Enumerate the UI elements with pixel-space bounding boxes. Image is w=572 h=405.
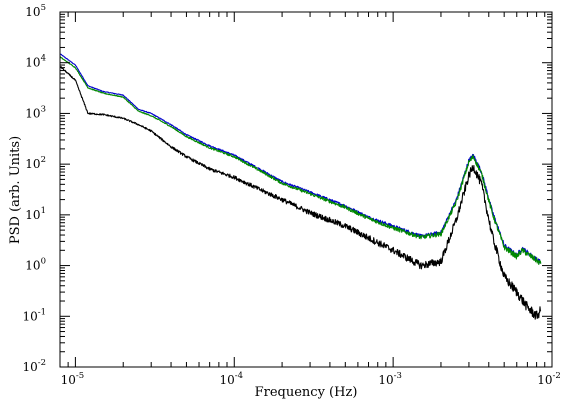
y-tick-label: 10-1 bbox=[22, 307, 46, 323]
x-axis-label: Frequency (Hz) bbox=[255, 385, 358, 400]
series-lines bbox=[59, 53, 542, 320]
axis-tick-labels: 10-5 10-4 10-3 10-2 10-2 10-1 100 101 102 103 104 1… bbox=[22, 3, 560, 387]
plot-frame bbox=[59, 11, 553, 368]
y-tick-label: 105 bbox=[25, 3, 46, 19]
x-tick-label: 10-5 bbox=[61, 371, 85, 387]
y-tick-label: 104 bbox=[25, 54, 46, 70]
x-tick-label: 10-2 bbox=[537, 371, 561, 387]
y-tick-label: 100 bbox=[25, 257, 46, 273]
x-tick-label: 10-3 bbox=[378, 371, 402, 387]
x-tick-label: 10-4 bbox=[219, 371, 243, 387]
y-tick-label: 101 bbox=[25, 206, 46, 222]
y-axis-label: PSD (arb. Units) bbox=[8, 136, 23, 244]
series-line-3 bbox=[59, 66, 542, 320]
y-tick-label: 102 bbox=[25, 155, 46, 171]
axis-ticks bbox=[59, 11, 553, 368]
series-line-2 bbox=[59, 56, 542, 265]
y-tick-label: 10-2 bbox=[22, 358, 46, 374]
series-line-1 bbox=[59, 53, 542, 264]
y-tick-label: 103 bbox=[25, 104, 46, 120]
